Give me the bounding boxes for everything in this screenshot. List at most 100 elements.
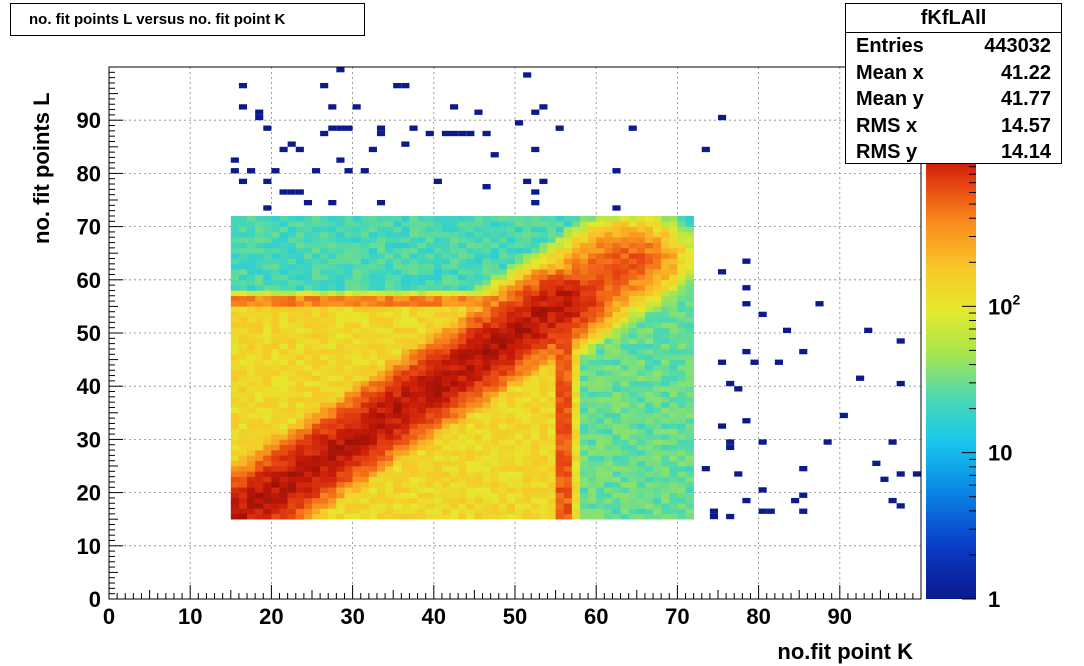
heatmap-cell (490, 439, 500, 446)
heatmap-cell (417, 247, 426, 254)
heatmap-cell (401, 364, 410, 371)
heatmap-cell (328, 407, 337, 414)
heatmap-cell (279, 487, 288, 493)
heatmap-cell (539, 412, 548, 419)
heatmap-cell (344, 487, 353, 493)
heatmap-cell (425, 513, 435, 520)
heatmap-cell (596, 434, 605, 440)
heatmap-cell (247, 237, 256, 243)
heatmap-cell (653, 460, 662, 467)
heatmap-cell (271, 450, 280, 456)
heatmap-cell (677, 343, 686, 350)
heatmap-sparse-cell (344, 125, 353, 131)
heatmap-cell (661, 396, 670, 403)
heatmap-cell (255, 364, 264, 371)
heatmap-cell (433, 370, 443, 376)
heatmap-cell (685, 503, 694, 509)
heatmap-cell (482, 215, 491, 222)
heatmap-sparse-cell (726, 444, 735, 451)
heatmap-cell (636, 492, 646, 499)
heatmap-cell (247, 402, 256, 408)
heatmap-cell (563, 396, 573, 403)
heatmap-cell (385, 258, 394, 265)
heatmap-cell (450, 423, 459, 430)
heatmap-cell (669, 231, 678, 238)
heatmap-cell (644, 497, 654, 504)
heatmap-cell (450, 481, 459, 488)
heatmap-cell (555, 354, 565, 360)
heatmap-cell (506, 471, 516, 477)
heatmap-cell (661, 455, 670, 461)
heatmap-cell (271, 327, 280, 334)
heatmap-cell (368, 226, 378, 233)
heatmap-cell (482, 301, 491, 307)
heatmap-cell (336, 237, 345, 243)
heatmap-cell (571, 327, 581, 334)
heatmap-cell (604, 492, 613, 499)
heatmap-cell (628, 231, 638, 238)
heatmap-cell (433, 215, 443, 222)
heatmap-cell (628, 237, 638, 243)
heatmap-cell (425, 215, 435, 222)
heatmap-cell (628, 258, 638, 265)
heatmap-cell (596, 242, 605, 249)
heatmap-cell (409, 492, 418, 499)
heatmap-cell (596, 285, 605, 291)
heatmap-cell (360, 322, 370, 328)
heatmap-sparse-cell (490, 152, 499, 158)
heatmap-cell (409, 327, 418, 334)
heatmap-cell (401, 492, 410, 499)
heatmap-cell (433, 444, 443, 451)
heatmap-cell (474, 285, 483, 291)
heatmap-cell (295, 338, 305, 344)
heatmap-cell (612, 476, 621, 483)
heatmap-cell (490, 237, 500, 243)
heatmap-cell (271, 263, 280, 270)
heatmap-cell (287, 481, 297, 488)
heatmap-cell (417, 391, 426, 398)
heatmap-cell (490, 263, 500, 270)
heatmap-cell (685, 471, 694, 477)
heatmap-cell (628, 386, 638, 392)
heatmap-cell (263, 317, 272, 323)
heatmap-cell (644, 402, 654, 408)
heatmap-cell (596, 386, 605, 392)
heatmap-cell (490, 497, 500, 504)
heatmap-cell (368, 407, 378, 414)
heatmap-cell (376, 481, 386, 488)
heatmap-cell (238, 279, 248, 286)
heatmap-cell (320, 285, 329, 291)
heatmap-cell (441, 279, 451, 286)
heatmap-cell (531, 295, 540, 302)
heatmap-cell (255, 269, 264, 275)
heatmap-cell (376, 317, 386, 323)
heatmap-cell (466, 407, 475, 414)
heatmap-cell (320, 348, 329, 355)
heatmap-cell (474, 322, 483, 328)
heatmap-cell (344, 237, 353, 243)
heatmap-cell (653, 396, 662, 403)
heatmap-cell (539, 434, 548, 440)
heatmap-cell (620, 258, 629, 265)
heatmap-cell (653, 380, 662, 387)
heatmap-cell (320, 460, 329, 467)
heatmap-cell (376, 492, 386, 499)
heatmap-cell (401, 513, 410, 520)
heatmap-cell (571, 338, 581, 344)
heatmap-cell (417, 301, 426, 307)
heatmap-cell (417, 226, 426, 233)
heatmap-cell (344, 460, 353, 467)
heatmap-sparse-cell (482, 130, 491, 137)
heatmap-cell (352, 444, 362, 451)
heatmap-cell (230, 274, 240, 281)
heatmap-cell (360, 221, 370, 227)
heatmap-cell (563, 386, 573, 392)
heatmap-cell (685, 439, 694, 446)
heatmap-cell (531, 391, 540, 398)
heatmap-cell (563, 444, 573, 451)
heatmap-cell (312, 285, 321, 291)
heatmap-cell (385, 503, 394, 509)
heatmap-cell (247, 476, 256, 483)
heatmap-cell (498, 215, 508, 222)
heatmap-cell (474, 497, 483, 504)
